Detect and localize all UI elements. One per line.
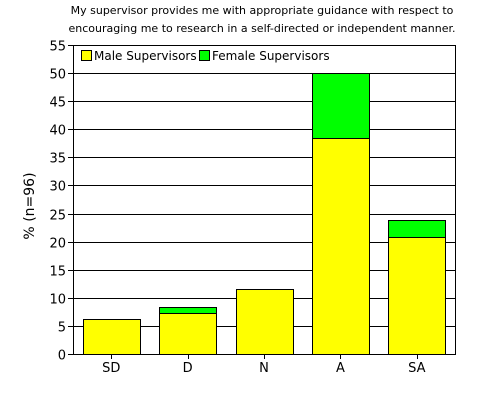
x-category-label: SA xyxy=(408,361,425,376)
bar-sa-series-1 xyxy=(388,220,446,238)
y-tick-label: 40 xyxy=(49,124,66,139)
x-category-label: SD xyxy=(102,361,120,376)
chart-title-line-1: My supervisor provides me with appropria… xyxy=(71,4,454,17)
bar-n-series-0 xyxy=(236,289,294,355)
y-tick-label: 30 xyxy=(49,180,66,195)
y-tick-label: 45 xyxy=(49,96,66,111)
y-tick-label: 15 xyxy=(49,265,66,280)
y-tick-label: 55 xyxy=(49,40,66,55)
bars xyxy=(83,73,446,355)
bar-d-series-1 xyxy=(159,307,217,314)
y-tick-label: 20 xyxy=(49,237,66,252)
y-tick-label: 25 xyxy=(49,209,66,224)
legend-label: Female Supervisors xyxy=(212,49,330,63)
chart-title: My supervisor provides me with appropria… xyxy=(68,4,455,35)
y-tick-labels: 0 5 10 15 20 25 30 35 40 45 50 55 xyxy=(49,40,66,364)
bar-a-series-0 xyxy=(312,138,370,355)
bar-d-series-0 xyxy=(159,313,217,355)
bar-sa-series-0 xyxy=(388,237,446,355)
x-category-label: N xyxy=(259,361,269,376)
legend-label: Male Supervisors xyxy=(94,49,197,63)
x-category-labels: SD D N A SA xyxy=(102,354,426,376)
y-tick-label: 35 xyxy=(49,152,66,167)
y-axis-label: % (n=96) xyxy=(22,172,38,239)
y-tick-label: 10 xyxy=(49,293,66,308)
y-tick-label: 5 xyxy=(58,321,66,336)
legend: Male Supervisors Female Supervisors xyxy=(81,49,330,63)
x-category-label: D xyxy=(183,361,193,376)
y-tick-label: 50 xyxy=(49,68,66,83)
legend-swatch xyxy=(199,50,210,61)
legend-swatch xyxy=(81,50,92,61)
x-category-label: A xyxy=(336,361,345,376)
bar-a-series-1 xyxy=(312,73,370,139)
y-tick-label: 0 xyxy=(58,349,66,364)
bar-sd-series-0 xyxy=(83,319,141,355)
chart-title-line-2: encouraging me to research in a self-dir… xyxy=(68,22,455,35)
